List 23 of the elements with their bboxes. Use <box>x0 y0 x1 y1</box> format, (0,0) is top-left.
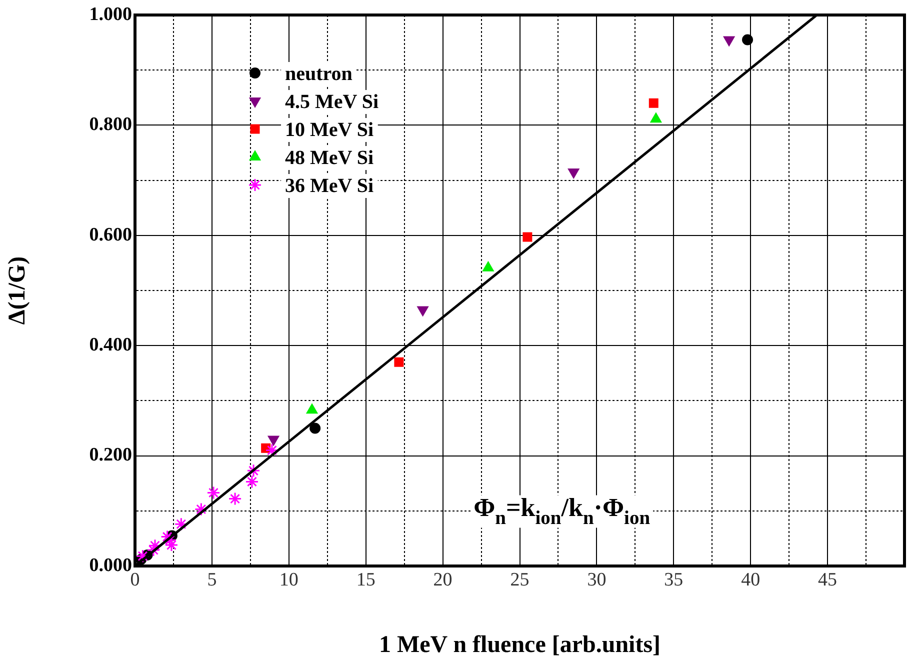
x-axis-title: 1 MeV n fluence [arb.units] <box>378 632 661 658</box>
legend-label: neutron <box>285 63 352 86</box>
legend-label: 36 MeV Si <box>285 175 374 198</box>
y-tick-label: 1.000 <box>89 4 132 25</box>
legend-label: 4.5 MeV Si <box>285 91 379 114</box>
x-tick-label: 30 <box>587 569 606 590</box>
y-tick-label: 0.800 <box>89 114 132 136</box>
x-tick-label: 20 <box>433 569 452 590</box>
x-tick-label: 5 <box>207 569 217 590</box>
legend-label: 48 MeV Si <box>285 147 374 170</box>
y-tick-label: 0.000 <box>89 554 132 576</box>
y-tick-label: 0.200 <box>89 444 132 466</box>
y-tick-label: 0.600 <box>89 224 132 246</box>
y-tick-label: 0.400 <box>89 334 132 356</box>
x-tick-label: 10 <box>279 569 298 590</box>
x-tick-label: 15 <box>356 569 376 590</box>
x-tick-label: 0 <box>130 569 140 590</box>
x-tick-label: 45 <box>818 569 838 590</box>
legend-label: 10 MeV Si <box>285 119 374 142</box>
x-tick-label: 25 <box>510 569 530 590</box>
y-axis-title: Δ(1/G) <box>4 256 31 325</box>
x-tick-label: 40 <box>741 569 760 590</box>
x-tick-label: 35 <box>664 569 684 590</box>
